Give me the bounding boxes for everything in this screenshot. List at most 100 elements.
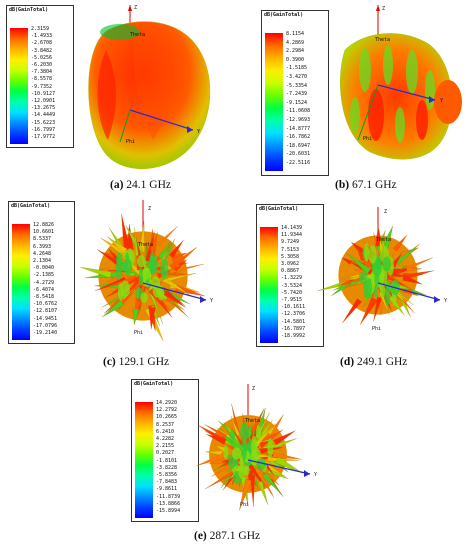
caption-freq: 249.1 GHz (356, 356, 408, 368)
radiation-pattern-3d-b: Z Theta Y Phi (340, 5, 462, 160)
scale-value: -14.8777 (286, 125, 311, 132)
scale-value: -22.5116 (286, 160, 311, 166)
scale-value: -20.6031 (286, 151, 311, 158)
scale-value: -13.8866 (156, 500, 181, 507)
scale-value: -12.9693 (286, 117, 311, 123)
scale-value: -16.7997 (31, 126, 56, 133)
scale-value: 10.6601 (33, 229, 55, 236)
color-scale (265, 33, 283, 171)
scale-value: 12.8826 (33, 222, 55, 228)
scale-value: -8.5418 (33, 294, 55, 300)
scale-value: -16.7862 (286, 134, 311, 141)
axis-y: Y (444, 298, 447, 304)
axis-z: Z (134, 5, 137, 11)
scale-value: 6.3993 (33, 243, 52, 250)
color-scale (12, 224, 30, 340)
axis-phi: Phi (372, 326, 381, 332)
scale-value: -14.9451 (33, 315, 58, 322)
scale-value: -5.3354 (286, 82, 308, 89)
caption-freq: 24.1 GHz (126, 179, 172, 191)
scale-value: 12.2792 (156, 407, 178, 414)
scale-value: -17.0796 (33, 322, 58, 329)
legend-a: dB(GainTotal) 2.3159 -1.4933 -2.6708 -3.848… (6, 5, 74, 148)
scale-value: 8.2537 (156, 421, 175, 428)
axis-phi: Phi (240, 502, 249, 508)
caption-c: (c) 129.1 GHz (103, 356, 169, 368)
scale-value: 10.2665 (156, 414, 178, 421)
scale-value: -7.3804 (31, 69, 53, 76)
legend-title: dB(GainTotal) (264, 12, 304, 18)
scale-value: 5.3058 (281, 253, 300, 260)
scale-value: -11.8739 (156, 493, 181, 500)
radiation-pattern-3d-a: Z Theta Y Phi (88, 5, 211, 169)
legend-title: dB(GainTotal) (9, 7, 49, 13)
scale-value: -7.8483 (156, 479, 178, 486)
scale-value: -15.8994 (156, 508, 181, 514)
scale-value: 6.2410 (156, 428, 175, 435)
scale-value: -15.6223 (31, 119, 56, 126)
axis-y: Y (440, 98, 443, 104)
radiation-pattern-3d-c: Z Theta Y Phi (80, 200, 213, 342)
scale-value: -3.4270 (286, 74, 308, 80)
scale-value: -2.1385 (33, 272, 55, 279)
axis-theta: Theta (375, 37, 390, 43)
axis-theta: Theta (138, 242, 153, 248)
scale-value: -10.1611 (281, 304, 306, 311)
scale-value: -19.2140 (33, 330, 58, 336)
scale-value: -3.5324 (281, 282, 303, 289)
scale-value: -8.5578 (31, 76, 53, 83)
scale-value: 8.5337 (33, 236, 52, 243)
scale-value: 3.0962 (281, 261, 300, 267)
scale-value: -6.4074 (33, 286, 55, 293)
caption-label: (d) (340, 356, 355, 368)
legend-title: dB(GainTotal) (134, 381, 174, 387)
scale-value: 2.3159 (31, 26, 50, 32)
legend-b: dB(GainTotal) 8.1154 4.2869 2.2984 0.3900 -1… (261, 10, 329, 176)
scale-value: -10.6762 (33, 301, 58, 308)
scale-value: 0.2027 (156, 450, 175, 457)
scale-value: -17.9772 (31, 134, 56, 140)
axis-theta: Theta (376, 237, 391, 243)
scale-value: -4.2729 (33, 279, 55, 286)
scale-value: -1.3229 (281, 275, 303, 282)
legend-title: dB(GainTotal) (11, 203, 51, 209)
scale-value: 14.1439 (281, 225, 303, 231)
scale-value: 4.2282 (156, 436, 175, 442)
scale-value: -11.0608 (286, 108, 311, 115)
scale-value: -7.2439 (286, 91, 308, 98)
scale-value: -3.8482 (31, 47, 53, 54)
scale-value: -1.4933 (31, 33, 53, 40)
scale-value: 4.2648 (33, 250, 52, 257)
caption-label: (a) (110, 179, 124, 191)
axis-phi: Phi (126, 139, 135, 145)
scale-value: -3.8228 (156, 464, 178, 471)
scale-value: -12.8107 (33, 308, 58, 315)
scale-value: -7.9515 (281, 297, 303, 303)
scale-value: 8.1154 (286, 31, 305, 37)
axis-y: Y (314, 472, 317, 478)
color-scale (10, 28, 28, 144)
scale-value: -9.8611 (156, 486, 178, 493)
radiation-pattern-3d-e: Z Theta Y Phi (196, 384, 317, 511)
color-scale (135, 402, 153, 518)
scale-value: -18.9992 (281, 333, 306, 339)
scale-value: -12.0901 (31, 98, 56, 104)
legend-title: dB(GainTotal) (259, 206, 299, 212)
scale-value: -12.3706 (281, 311, 306, 318)
scale-value: 14.2920 (156, 400, 178, 406)
legend-c: dB(GainTotal) 12.8826 10.6601 8.5337 6.3993… (8, 201, 75, 344)
axis-z: Z (252, 386, 255, 392)
scale-value: -1.8101 (156, 457, 178, 464)
scale-value: -0.0040 (33, 265, 55, 272)
scale-value: 0.3900 (286, 56, 305, 63)
scale-value: -5.7420 (281, 289, 303, 296)
scale-value: -5.8356 (156, 472, 178, 478)
caption-freq: 67.1 GHz (351, 179, 397, 191)
caption-freq: 129.1 GHz (118, 356, 170, 368)
scale-value: -9.1524 (286, 99, 308, 106)
scale-value: -10.9127 (31, 90, 56, 97)
axis-z: Z (382, 6, 385, 12)
scale-value: -2.6708 (31, 40, 53, 47)
caption-e: (e) 287.1 GHz (194, 530, 260, 542)
scale-value: 2.2155 (156, 443, 175, 450)
